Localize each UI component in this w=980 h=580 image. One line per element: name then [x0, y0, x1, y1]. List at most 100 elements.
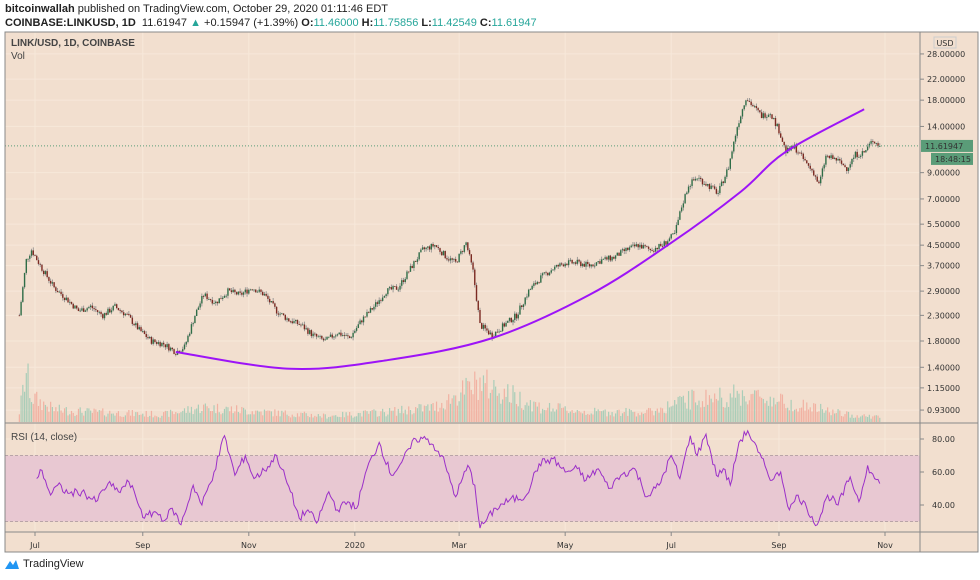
- volume-bar: [844, 414, 846, 422]
- price-tick-label: 3.70000: [927, 262, 960, 271]
- candle-body: [395, 286, 398, 290]
- volume-bar: [574, 412, 577, 422]
- candle-body: [380, 300, 382, 302]
- time-tick-label: Nov: [241, 541, 257, 550]
- volume-bar: [442, 408, 445, 422]
- volume-bar: [531, 411, 533, 422]
- volume-bar: [96, 411, 99, 422]
- candle-body: [500, 331, 502, 332]
- volume-bar: [315, 416, 318, 422]
- candle-body: [282, 313, 285, 316]
- candle-body: [613, 257, 615, 259]
- volume-bar: [222, 413, 224, 422]
- candle-body: [745, 100, 747, 106]
- volume-bar: [229, 411, 231, 422]
- volume-bar: [216, 403, 219, 422]
- volume-bar: [649, 408, 651, 422]
- candle-body: [816, 176, 818, 182]
- volume-bar: [276, 415, 278, 422]
- volume-bar: [580, 412, 582, 422]
- volume-bar: [507, 384, 509, 422]
- candle-body: [771, 114, 773, 119]
- candle-body: [96, 310, 99, 312]
- volume-bar: [554, 411, 556, 422]
- volume-bar: [437, 411, 439, 422]
- candle-body: [832, 155, 834, 159]
- volume-bar: [569, 411, 571, 422]
- volume-bar: [868, 414, 870, 422]
- candle-body: [430, 243, 433, 250]
- volume-bar: [856, 415, 858, 422]
- candle-body: [371, 308, 373, 310]
- volume-bar: [69, 414, 71, 422]
- last-price-badge: [921, 139, 973, 152]
- candle-body: [594, 265, 596, 267]
- rsi-title: RSI (14, close): [11, 432, 77, 443]
- candle-body: [861, 151, 864, 156]
- candle-body: [427, 246, 429, 248]
- volume-bar: [608, 411, 610, 422]
- volume-bar: [402, 413, 405, 422]
- volume-bar: [715, 398, 717, 422]
- time-tick-label: Sep: [771, 541, 786, 550]
- low-label: L:: [421, 17, 432, 29]
- candle-body: [667, 241, 669, 245]
- candle-body: [204, 293, 207, 297]
- author-name[interactable]: bitcoinwallah: [5, 3, 75, 15]
- volume-bar: [757, 389, 759, 422]
- volume-bar: [741, 390, 744, 422]
- volume-bar: [875, 415, 877, 422]
- time-tick-label: Sep: [135, 541, 150, 550]
- candle-body: [234, 289, 236, 293]
- candle-body: [95, 309, 97, 311]
- volume-bar: [453, 395, 455, 422]
- time-axis[interactable]: Jul Sep Nov 2020 Mar May Jul Sep Nov: [29, 532, 893, 550]
- price-axis[interactable]: 28.00000 22.00000 18.00000 14.00000 9.00000 7…: [920, 50, 965, 415]
- volume-bar: [166, 410, 168, 422]
- rsi-axis[interactable]: 80.00 60.00 40.00: [920, 435, 955, 510]
- candle-body: [121, 310, 123, 313]
- candle-body: [849, 164, 851, 168]
- volume-bar: [288, 416, 290, 422]
- candle-body: [588, 264, 591, 267]
- volume-bar: [411, 414, 413, 422]
- volume-bar: [540, 413, 542, 422]
- candle-body: [364, 316, 366, 318]
- volume-bar: [630, 410, 632, 422]
- price-tick-label: 9.00000: [927, 169, 960, 178]
- candle-body: [432, 243, 434, 247]
- tradingview-logo[interactable]: TradingView: [4, 558, 84, 570]
- candle-body: [122, 312, 125, 316]
- volume-bar: [738, 393, 740, 422]
- candle-body: [837, 158, 839, 161]
- volume-bar: [63, 408, 66, 422]
- candle-body: [875, 143, 878, 144]
- volume-bar: [743, 396, 745, 422]
- volume-bar: [390, 410, 392, 422]
- candle-body: [675, 224, 678, 234]
- candle-body: [818, 181, 820, 184]
- candle-body: [470, 254, 472, 263]
- trendline-curve[interactable]: [175, 108, 865, 371]
- candle-body: [877, 143, 879, 147]
- volume-bar: [20, 395, 22, 422]
- volume-bar: [102, 408, 104, 422]
- volume-bar: [395, 415, 398, 422]
- candle-body: [811, 168, 813, 171]
- time-tick-label: Jul: [29, 541, 40, 550]
- volume-bar: [517, 406, 519, 422]
- volume-bar: [595, 411, 598, 422]
- volume-bar: [279, 416, 281, 422]
- volume-bar: [199, 413, 201, 422]
- candle-body: [560, 263, 563, 265]
- volume-bar: [528, 405, 530, 422]
- candle-body: [343, 335, 346, 336]
- candle-body: [505, 322, 507, 327]
- candle-body: [44, 271, 47, 275]
- candle-body: [766, 116, 768, 118]
- candle-body: [81, 308, 83, 311]
- candle-body: [767, 114, 770, 117]
- candle-body: [291, 321, 293, 324]
- candle-body: [312, 333, 314, 337]
